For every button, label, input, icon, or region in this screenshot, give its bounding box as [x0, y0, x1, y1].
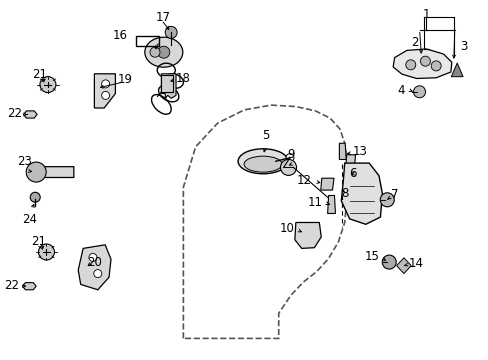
Text: 18: 18 [176, 72, 190, 85]
Text: 16: 16 [113, 29, 128, 42]
Circle shape [405, 60, 415, 70]
FancyBboxPatch shape [32, 167, 74, 177]
Text: 22: 22 [7, 107, 22, 120]
Text: 21: 21 [33, 68, 47, 81]
Text: 17: 17 [155, 11, 170, 24]
Text: 24: 24 [22, 213, 37, 226]
Circle shape [102, 91, 109, 99]
Text: 1: 1 [422, 8, 429, 21]
Polygon shape [396, 258, 410, 274]
Circle shape [158, 46, 169, 58]
Circle shape [94, 270, 102, 278]
Circle shape [413, 86, 425, 98]
Polygon shape [161, 75, 173, 92]
Polygon shape [320, 178, 333, 190]
Circle shape [380, 193, 393, 207]
Text: 2: 2 [410, 36, 418, 49]
Circle shape [30, 192, 40, 202]
Text: 6: 6 [349, 167, 356, 180]
Text: 5: 5 [261, 129, 269, 142]
Text: 22: 22 [4, 279, 20, 292]
Text: 14: 14 [408, 257, 423, 270]
Circle shape [150, 47, 160, 57]
Ellipse shape [238, 149, 287, 174]
Circle shape [430, 61, 440, 71]
Bar [136, 36, 159, 46]
Polygon shape [294, 222, 321, 248]
Circle shape [102, 80, 109, 88]
Circle shape [39, 244, 54, 260]
Circle shape [40, 77, 56, 93]
Circle shape [285, 154, 293, 162]
Ellipse shape [144, 37, 183, 67]
Circle shape [26, 162, 46, 182]
Circle shape [382, 255, 395, 269]
Polygon shape [344, 155, 355, 186]
Polygon shape [341, 163, 382, 224]
Text: 4: 4 [397, 84, 404, 96]
Text: 3: 3 [459, 40, 467, 53]
Polygon shape [392, 49, 451, 78]
Text: 20: 20 [87, 256, 102, 269]
Text: 8: 8 [340, 187, 347, 200]
Text: 7: 7 [390, 188, 398, 201]
Text: 12: 12 [296, 174, 311, 187]
Text: 10: 10 [279, 222, 294, 235]
Circle shape [280, 159, 296, 175]
Ellipse shape [244, 156, 282, 172]
Circle shape [165, 26, 177, 39]
Circle shape [89, 253, 97, 261]
Polygon shape [78, 245, 111, 290]
Polygon shape [94, 74, 115, 108]
Text: 21: 21 [32, 235, 46, 248]
Polygon shape [339, 143, 346, 159]
Text: 15: 15 [364, 250, 379, 263]
Polygon shape [450, 63, 462, 77]
Polygon shape [327, 195, 335, 213]
Circle shape [420, 56, 429, 66]
Text: 9: 9 [287, 148, 295, 161]
Polygon shape [23, 111, 37, 118]
Polygon shape [22, 283, 36, 290]
Text: 23: 23 [17, 156, 31, 168]
Polygon shape [161, 74, 176, 98]
Text: 19: 19 [117, 73, 132, 86]
Text: 13: 13 [352, 145, 367, 158]
Text: 11: 11 [307, 196, 322, 209]
